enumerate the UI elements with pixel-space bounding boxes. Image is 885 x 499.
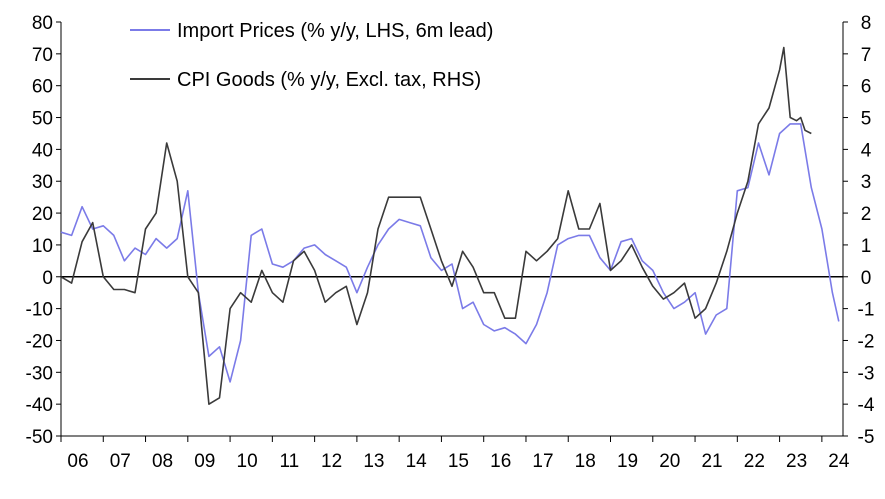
left-tick-label: 40 — [32, 140, 53, 161]
x-tick-label: 15 — [448, 451, 469, 472]
right-tick-label: -2 — [858, 331, 875, 352]
right-axis-ticks: 8 7 6 5 4 3 2 1 0 -1 -2 -3 -4 -5 — [843, 13, 875, 448]
right-tick-label: 2 — [861, 204, 872, 225]
left-tick-label: -20 — [26, 331, 53, 352]
x-tick-label: 23 — [786, 451, 807, 472]
right-tick-label: -5 — [858, 427, 875, 448]
series-line-import-prices — [60, 123, 840, 383]
right-tick-label: -4 — [858, 395, 875, 416]
legend-label-cpi-goods: CPI Goods (% y/y, Excl. tax, RHS) — [177, 69, 481, 91]
left-tick-label: -10 — [26, 300, 53, 321]
legend-label-import-prices: Import Prices (% y/y, LHS, 6m lead) — [177, 20, 493, 42]
right-tick-label: -1 — [858, 300, 875, 321]
x-tick-label: 11 — [279, 451, 299, 472]
x-tick-label: 22 — [744, 451, 765, 472]
right-tick-label: 1 — [861, 236, 872, 257]
x-tick-label: 07 — [110, 451, 131, 472]
right-tick-label: 0 — [861, 268, 872, 289]
right-tick-label: 3 — [861, 172, 872, 193]
left-tick-label: 60 — [32, 77, 53, 98]
x-axis-ticks: 06 07 08 09 10 11 12 13 14 15 16 17 18 19 20 21 22 23 24 — [60, 436, 850, 472]
left-tick-label: -30 — [26, 363, 53, 384]
right-tick-label: 8 — [861, 13, 872, 34]
x-tick-label: 08 — [152, 451, 173, 472]
left-tick-label: -40 — [26, 395, 53, 416]
right-tick-label: 7 — [861, 45, 872, 66]
left-tick-label: 70 — [32, 45, 53, 66]
right-tick-label: -3 — [858, 363, 875, 384]
x-tick-label: 24 — [828, 451, 850, 472]
x-tick-label: 13 — [363, 451, 384, 472]
left-tick-label: 20 — [32, 204, 53, 225]
right-tick-label: 6 — [861, 77, 872, 98]
left-tick-label: 50 — [32, 109, 53, 130]
left-tick-label: 10 — [32, 236, 53, 257]
x-tick-label: 21 — [701, 451, 722, 472]
x-tick-label: 16 — [490, 451, 511, 472]
left-tick-label: 30 — [32, 172, 53, 193]
x-tick-label: 12 — [321, 451, 342, 472]
x-tick-label: 20 — [659, 451, 680, 472]
x-tick-label: 17 — [532, 451, 553, 472]
left-tick-label: -50 — [26, 427, 53, 448]
x-tick-label: 14 — [406, 451, 428, 472]
x-tick-label: 09 — [194, 451, 215, 472]
x-tick-label: 18 — [575, 451, 596, 472]
legend: Import Prices (% y/y, LHS, 6m lead) CPI … — [130, 20, 493, 91]
left-tick-label: 0 — [42, 268, 53, 289]
series-line-cpi-goods — [60, 46, 812, 406]
right-tick-label: 4 — [861, 140, 872, 161]
right-tick-label: 5 — [861, 109, 872, 130]
x-tick-label: 19 — [617, 451, 638, 472]
x-tick-label: 06 — [67, 451, 88, 472]
left-axis-ticks: 80 70 60 50 40 30 20 10 0 -10 -20 -30 -40 -50 — [26, 13, 61, 448]
series-layer — [60, 46, 840, 406]
x-tick-label: 10 — [237, 451, 258, 472]
left-tick-label: 80 — [32, 13, 53, 34]
